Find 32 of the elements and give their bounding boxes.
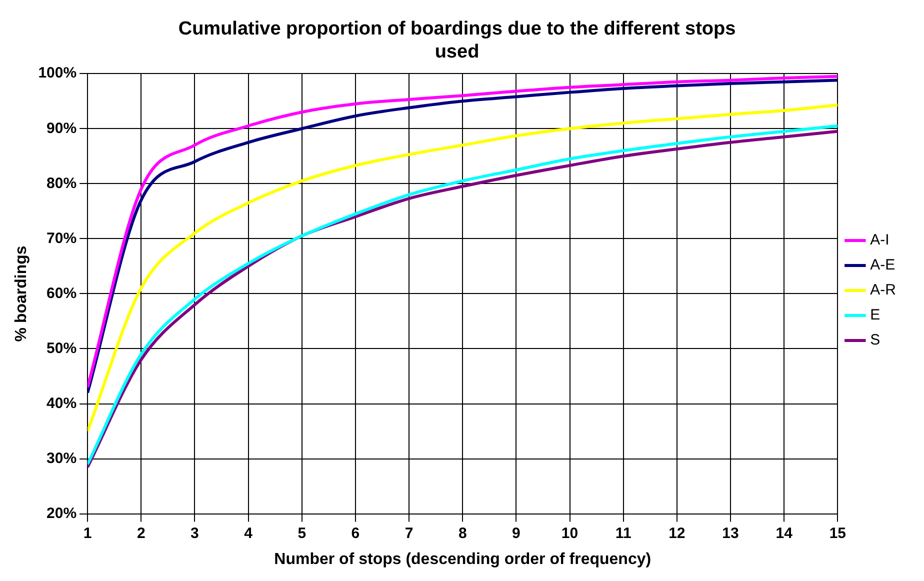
y-tick-label: 100% (38, 64, 77, 82)
x-tick-label: 12 (668, 524, 686, 542)
legend-label: A-E (870, 256, 896, 274)
x-tick-label: 7 (404, 524, 414, 542)
x-tick-label: 8 (458, 524, 467, 542)
x-tick-label: 2 (136, 524, 146, 542)
x-tick-label: 3 (190, 524, 199, 542)
x-axis-title: Number of stops (descending order of frequency) (274, 550, 652, 568)
y-axis-title: % boardings (13, 246, 30, 342)
legend-label: E (870, 306, 880, 324)
x-tick-label: 5 (298, 524, 306, 542)
x-tick-label: 14 (776, 524, 794, 542)
chart-title: Cumulative proportion of boardings due to the different stops used (178, 18, 736, 62)
y-tick-label: 80% (46, 174, 77, 192)
y-tick-label: 50% (46, 340, 77, 357)
x-tick-label: 10 (561, 524, 578, 542)
x-tick-label: 15 (829, 524, 846, 542)
y-tick-label: 60% (46, 284, 77, 302)
x-tick-label: 4 (244, 524, 254, 542)
legend-label: A-I (870, 232, 890, 249)
x-tick-label: 9 (512, 524, 520, 542)
y-tick-label: 90% (46, 120, 77, 137)
y-tick-label: 20% (46, 504, 77, 522)
y-tick-label: 70% (46, 230, 77, 247)
x-tick-label: 1 (83, 524, 92, 542)
x-tick-label: 11 (615, 524, 632, 542)
y-tick-label: 30% (46, 450, 77, 467)
y-tick-label: 40% (46, 394, 77, 412)
x-tick-label: 13 (722, 524, 739, 542)
legend-label: S (870, 332, 880, 349)
legend-label: A-R (870, 282, 896, 299)
x-tick-label: 6 (351, 524, 360, 542)
